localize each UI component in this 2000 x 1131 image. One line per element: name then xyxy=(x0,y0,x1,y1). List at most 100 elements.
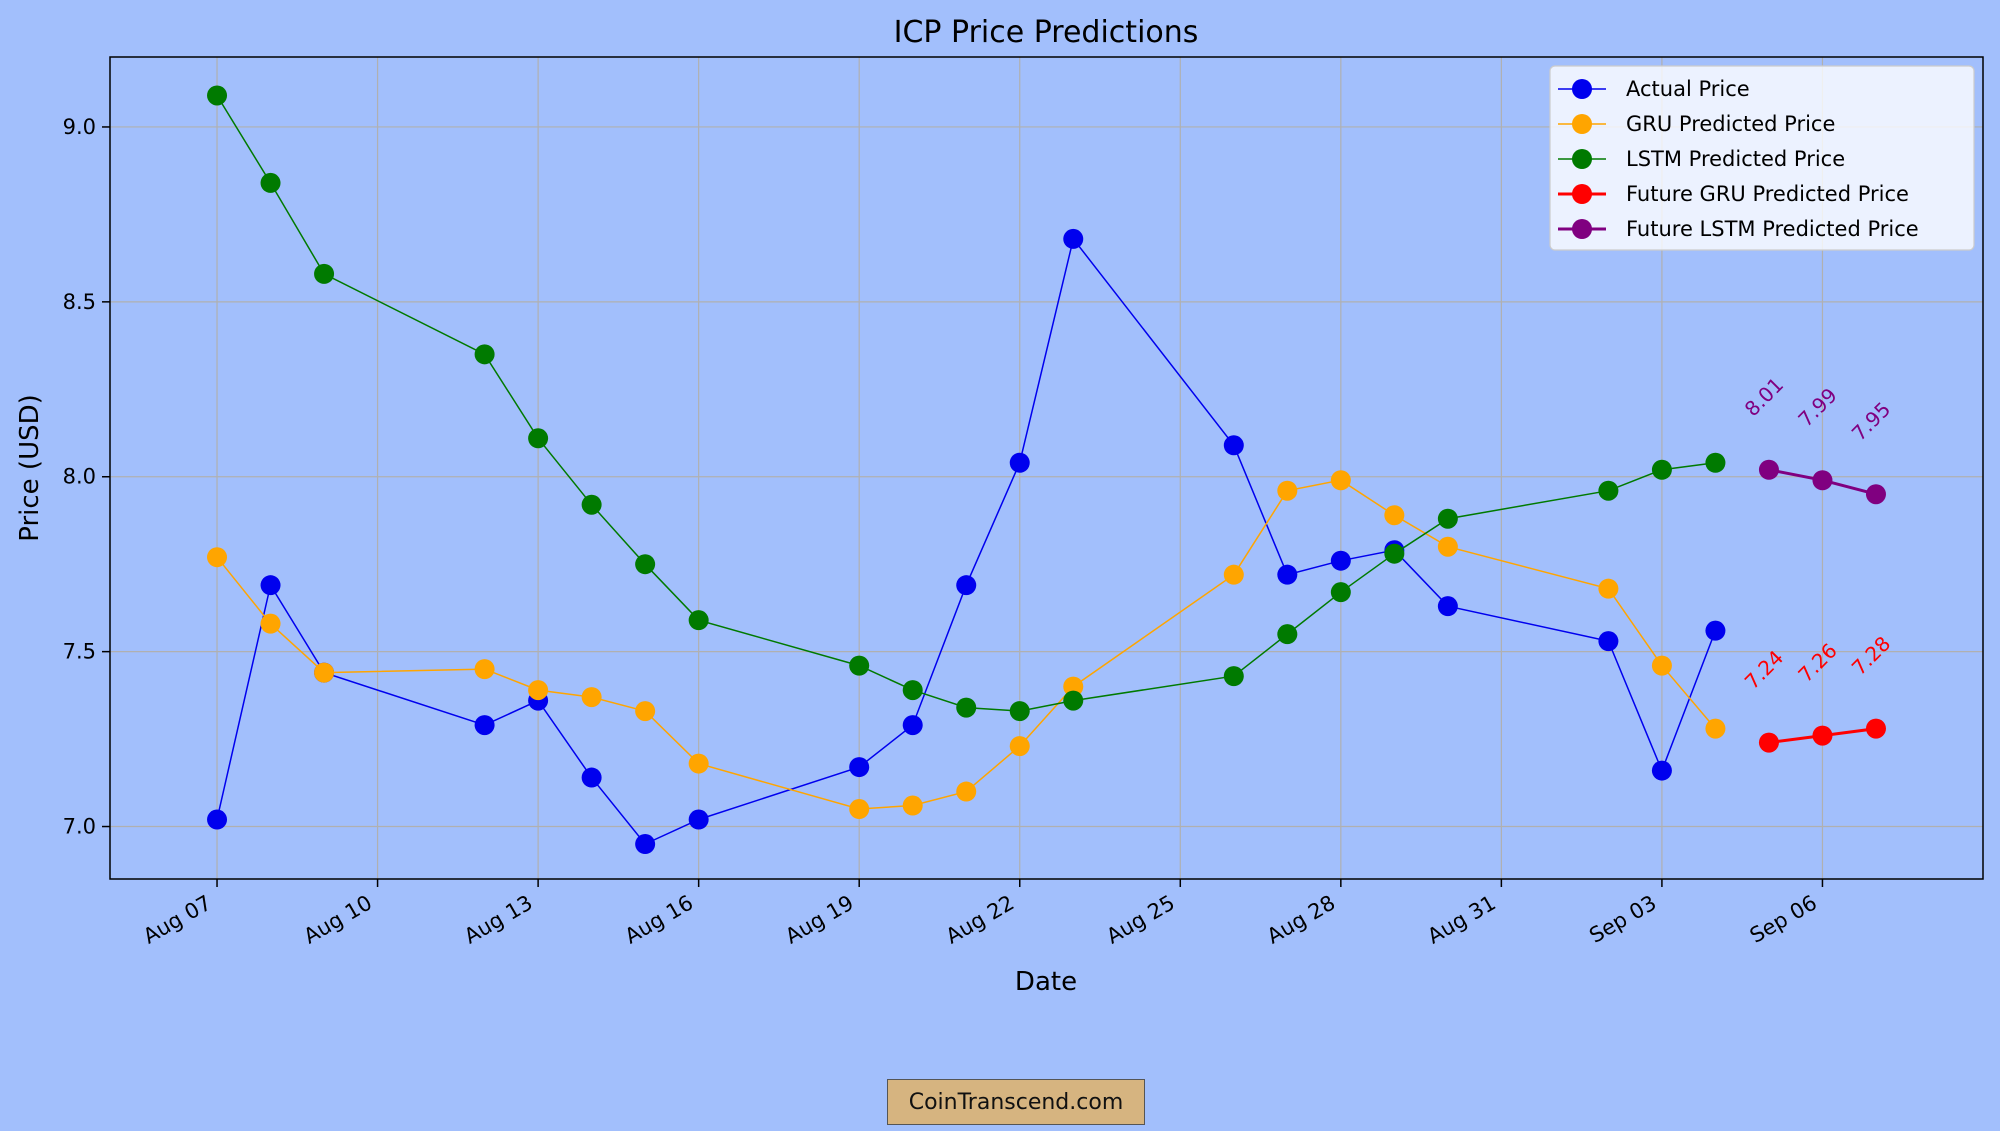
watermark: CoinTranscend.com xyxy=(887,1079,1145,1125)
data-point-lstm-predicted-price xyxy=(956,697,977,718)
plot-frame xyxy=(109,56,1984,880)
data-point-gru-predicted-price xyxy=(1063,676,1084,697)
data-point-lstm-predicted-price xyxy=(1705,452,1726,473)
y-axis: 7.0 7.5 8.0 8.5 9.0 xyxy=(63,115,110,839)
data-point-gru-predicted-price xyxy=(474,659,495,680)
data-point-gru-predicted-price xyxy=(635,701,656,722)
legend-entry: GRU Predicted Price xyxy=(1558,112,1835,136)
legend-entry: Actual Price xyxy=(1558,77,1750,101)
legend-label: LSTM Predicted Price xyxy=(1626,147,1845,171)
data-point-gru-predicted-price xyxy=(1277,480,1298,501)
legend-swatch-marker xyxy=(1572,149,1592,169)
data-point-actual-price xyxy=(1705,620,1726,641)
data-point-lstm-predicted-price xyxy=(1009,701,1030,722)
data-point-actual-price xyxy=(1223,435,1244,456)
data-point-future-gru-predicted-price xyxy=(1758,732,1779,753)
data-point-lstm-predicted-price xyxy=(581,494,602,515)
legend-swatch-marker xyxy=(1572,79,1592,99)
data-point-future-gru-predicted-price xyxy=(1865,718,1886,739)
data-label-future-gru-predicted-price: 7.26 xyxy=(1793,638,1841,686)
data-point-actual-price xyxy=(1598,631,1619,652)
data-point-lstm-predicted-price xyxy=(1437,508,1458,529)
data-label-future-lstm-predicted-price: 8.01 xyxy=(1740,373,1788,421)
data-point-actual-price xyxy=(635,834,656,855)
data-point-actual-price xyxy=(849,757,870,778)
chart-title: ICP Price Predictions xyxy=(894,15,1199,50)
data-point-gru-predicted-price xyxy=(1009,736,1030,757)
data-point-lstm-predicted-price xyxy=(1598,480,1619,501)
data-point-future-lstm-predicted-price xyxy=(1865,484,1886,505)
legend-swatch-marker xyxy=(1572,114,1592,134)
data-point-gru-predicted-price xyxy=(581,687,602,708)
data-point-lstm-predicted-price xyxy=(1063,690,1084,711)
data-point-gru-predicted-price xyxy=(956,781,977,802)
data-point-lstm-predicted-price xyxy=(260,172,281,193)
data-label-future-lstm-predicted-price: 7.99 xyxy=(1793,383,1841,431)
x-tick-label: Sep 06 xyxy=(1746,891,1821,948)
x-tick-label: Aug 13 xyxy=(460,891,536,949)
legend: Actual Price GRU Predicted Price LSTM Pred… xyxy=(1549,65,1975,251)
data-point-actual-price xyxy=(581,767,602,788)
data-point-future-gru-predicted-price xyxy=(1812,725,1833,746)
data-label-future-gru-predicted-price: 7.28 xyxy=(1847,631,1895,679)
legend-entry: Future LSTM Predicted Price xyxy=(1558,217,1919,241)
y-axis-label: Price (USD) xyxy=(15,394,45,542)
data-point-actual-price xyxy=(1063,228,1084,249)
data-point-actual-price xyxy=(1651,760,1672,781)
legend-label: GRU Predicted Price xyxy=(1626,112,1835,136)
x-axis: Aug 07 Aug 10 Aug 13 Aug 16 Aug 19 Aug 22 Aug … xyxy=(139,879,1824,949)
annotations: 7.24 7.26 7.28 8.01 7.99 7.95 xyxy=(1740,373,1895,694)
series-future-gru-predicted-price xyxy=(1758,718,1886,753)
x-tick-label: Aug 19 xyxy=(781,891,857,949)
data-point-future-lstm-predicted-price xyxy=(1812,470,1833,491)
data-point-lstm-predicted-price xyxy=(635,554,656,575)
data-point-actual-price xyxy=(474,715,495,736)
data-point-future-lstm-predicted-price xyxy=(1758,459,1779,480)
data-point-gru-predicted-price xyxy=(1437,536,1458,557)
x-tick-label: Sep 03 xyxy=(1585,891,1660,948)
data-point-lstm-predicted-price xyxy=(1277,624,1298,645)
series-gru-predicted-price xyxy=(207,470,1726,820)
data-point-lstm-predicted-price xyxy=(849,655,870,676)
data-point-gru-predicted-price xyxy=(1223,564,1244,585)
data-point-gru-predicted-price xyxy=(849,799,870,820)
data-point-actual-price xyxy=(1009,452,1030,473)
data-label-future-lstm-predicted-price: 7.95 xyxy=(1847,397,1895,445)
data-point-actual-price xyxy=(688,809,709,830)
data-point-actual-price xyxy=(956,575,977,596)
data-point-gru-predicted-price xyxy=(1598,578,1619,599)
x-axis-label: Date xyxy=(1015,967,1077,997)
data-point-lstm-predicted-price xyxy=(1223,666,1244,687)
legend-label: Future GRU Predicted Price xyxy=(1626,182,1909,206)
data-point-gru-predicted-price xyxy=(1330,470,1351,491)
data-point-lstm-predicted-price xyxy=(314,263,335,284)
data-point-lstm-predicted-price xyxy=(902,680,923,701)
legend-swatch-marker xyxy=(1572,219,1592,239)
data-point-actual-price xyxy=(902,715,923,736)
y-tick-label: 7.0 xyxy=(63,815,96,839)
legend-entry: Future GRU Predicted Price xyxy=(1558,182,1909,206)
series-line-gru-predicted-price xyxy=(216,479,1716,810)
data-point-actual-price xyxy=(1437,596,1458,617)
series-future-lstm-predicted-price xyxy=(1758,459,1886,505)
legend-swatch-marker xyxy=(1572,184,1592,204)
x-tick-label: Aug 16 xyxy=(621,891,697,949)
series-actual-price xyxy=(207,228,1726,855)
series-line-lstm-predicted-price xyxy=(216,95,1716,712)
data-point-lstm-predicted-price xyxy=(207,85,228,106)
x-tick-label: Aug 25 xyxy=(1102,891,1178,949)
x-tick-label: Aug 07 xyxy=(139,891,215,949)
data-point-actual-price xyxy=(1330,550,1351,571)
y-tick-label: 9.0 xyxy=(63,115,96,139)
legend-entry: LSTM Predicted Price xyxy=(1558,147,1845,171)
y-tick-label: 8.5 xyxy=(63,290,96,314)
data-point-gru-predicted-price xyxy=(1384,505,1405,526)
data-point-lstm-predicted-price xyxy=(1330,582,1351,603)
x-tick-label: Aug 10 xyxy=(300,891,376,949)
data-point-actual-price xyxy=(1277,564,1298,585)
data-point-gru-predicted-price xyxy=(207,547,228,568)
y-tick-label: 8.0 xyxy=(63,465,96,489)
series-lstm-predicted-price xyxy=(207,85,1726,722)
data-point-lstm-predicted-price xyxy=(474,344,495,365)
